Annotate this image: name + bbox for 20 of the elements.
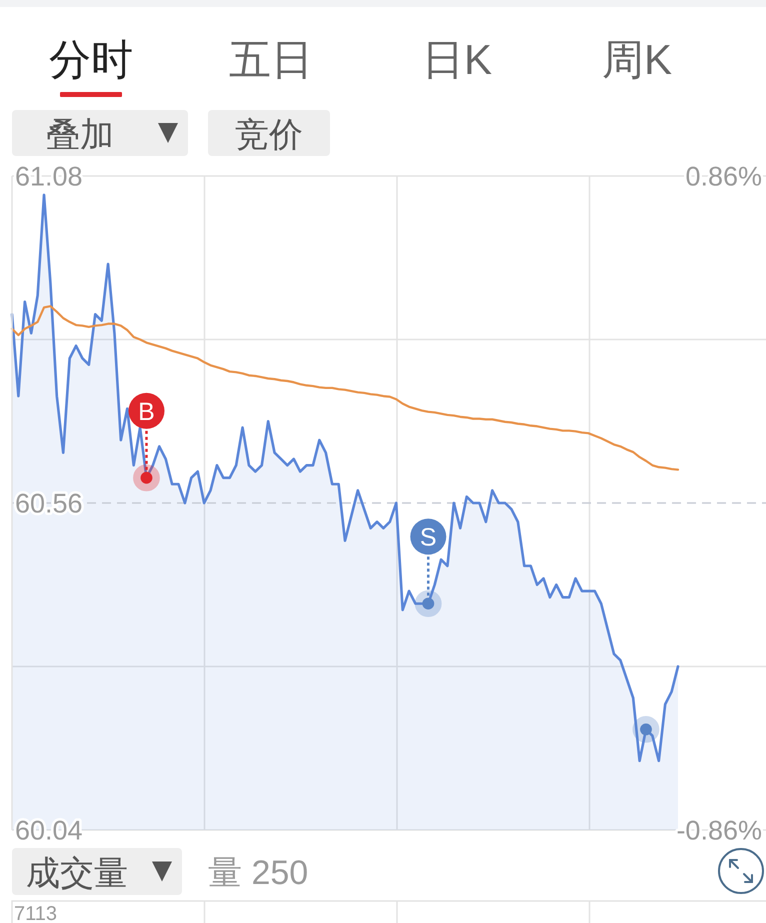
data-label: S <box>420 524 437 552</box>
text: 分时 <box>49 36 133 83</box>
y2-tick-label: 0.86% <box>685 161 762 192</box>
y-tick-label: 60.04 <box>15 815 83 846</box>
y2-tick-label: -0.86% <box>676 815 762 846</box>
data-label: B <box>138 398 155 426</box>
y-tick-label: 61.08 <box>15 161 83 192</box>
point <box>414 590 442 618</box>
text: 叠加 <box>46 116 114 154</box>
text: 日K <box>422 36 492 83</box>
text: 竞价 <box>235 116 303 154</box>
point <box>133 464 160 492</box>
text: 周K <box>602 36 672 83</box>
text: 成交量 <box>26 854 128 892</box>
y-tick-label: 60.56 <box>15 488 83 518</box>
line-series <box>10 305 680 471</box>
point <box>632 716 660 743</box>
text: 五日 <box>229 36 313 83</box>
text: 量 250 <box>208 854 308 892</box>
text: 7113 <box>14 903 58 923</box>
